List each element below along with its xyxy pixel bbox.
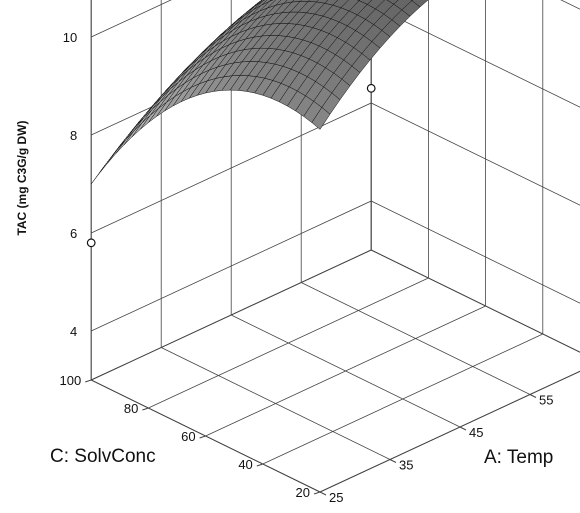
floor-edge (370, 249, 580, 353)
x-tick-mark (529, 394, 537, 398)
y-tick-mark (256, 463, 263, 467)
floor-gridline (262, 333, 543, 465)
z-tick-label: 4 (70, 324, 77, 339)
surface-cell (123, 122, 143, 146)
floor-gridline (371, 249, 580, 353)
surface-cell (311, 107, 331, 130)
floor-grid (90, 249, 580, 493)
tick-labels: 468101214204060801002535455565 (59, 30, 553, 505)
surface-cell (131, 115, 151, 138)
z-tick-label: 6 (70, 226, 77, 241)
z-gridline (91, 102, 580, 234)
floor-gridline (319, 370, 580, 493)
z-axis-label: TAC (mg C3G/g DW) (15, 120, 29, 235)
design-point-open (86, 238, 96, 248)
y-tick-label: 100 (59, 373, 81, 388)
x-tick-label: 45 (469, 425, 483, 440)
design-points (86, 83, 376, 248)
z-tick-label: 10 (63, 30, 77, 45)
y-axis-label: C: SolvConc (50, 446, 156, 467)
z-tick-label: 8 (70, 128, 77, 143)
design-point-open (366, 83, 376, 93)
floor-gridline (148, 277, 429, 409)
x-tick-label: 25 (329, 490, 343, 505)
y-tick-label: 20 (296, 485, 310, 500)
x-tick-label: 35 (399, 458, 413, 473)
floor-gridline (205, 305, 486, 437)
y-tick-label: 60 (181, 429, 195, 444)
y-tick-mark (313, 491, 321, 495)
response-surface (90, 0, 429, 185)
x-tick-label: 55 (539, 393, 553, 408)
y-tick-label: 40 (238, 457, 252, 472)
x-tick-mark (389, 459, 397, 463)
floor-edge (90, 249, 372, 381)
y-tick-mark (85, 379, 92, 383)
y-tick-label: 80 (124, 401, 138, 416)
y-tick-mark (142, 407, 149, 411)
floor-edge (319, 370, 580, 493)
x-tick-mark (459, 426, 467, 431)
x-axis-label: A: Temp (484, 447, 553, 468)
x-tick-mark (319, 491, 327, 496)
y-tick-mark (199, 435, 206, 439)
